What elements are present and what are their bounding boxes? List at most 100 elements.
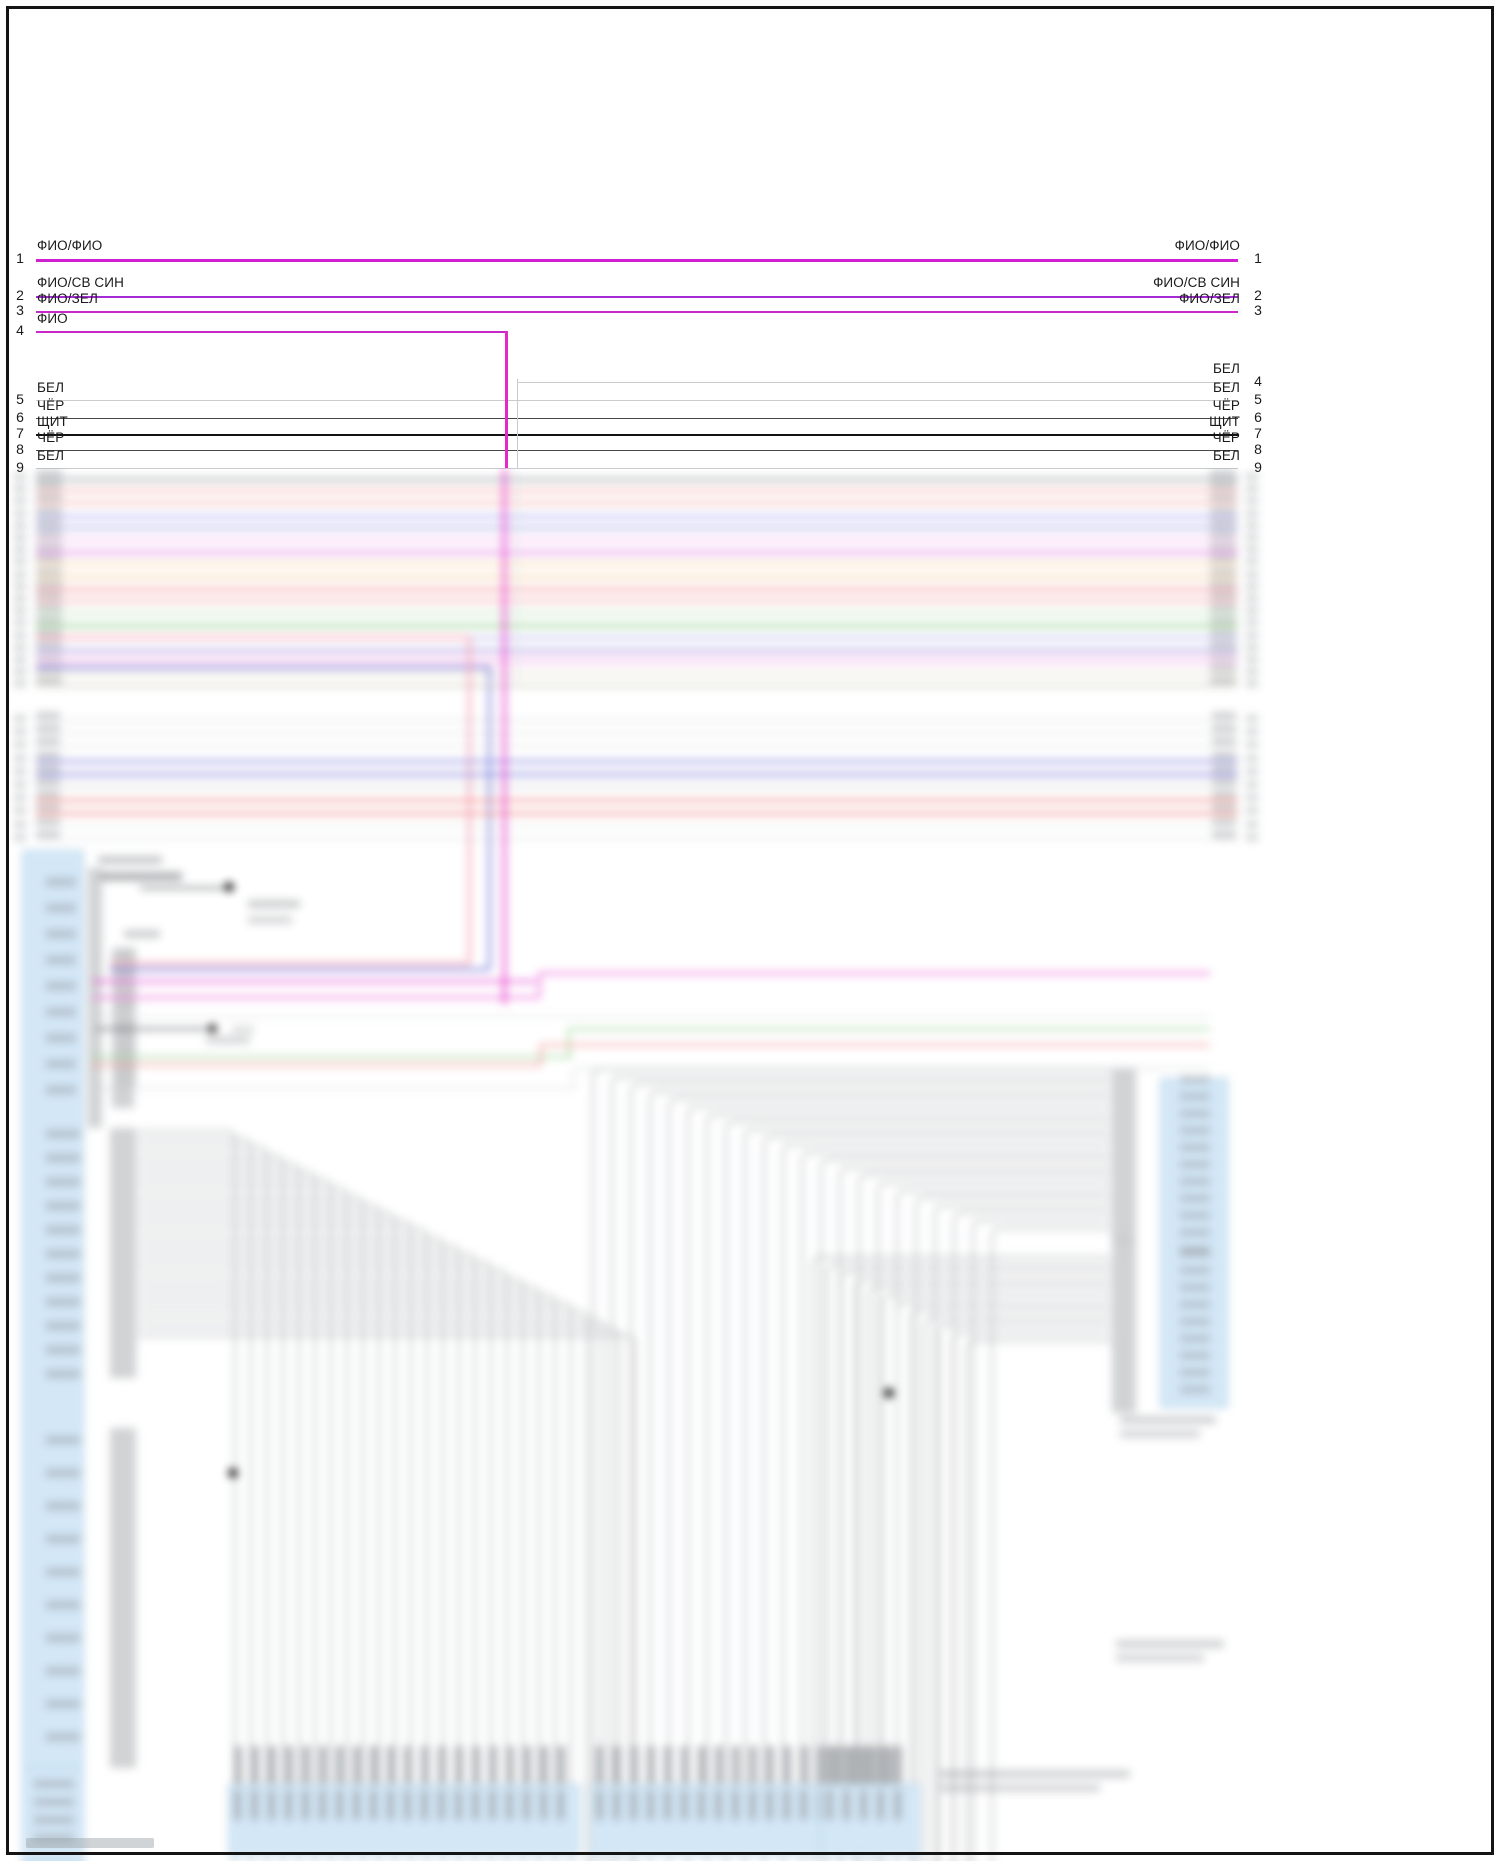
bundle-mid-label-left-0 xyxy=(36,712,60,719)
wire-label-right-8: ЧЁР xyxy=(1212,430,1240,445)
connector-group-3-inner-pin-3 xyxy=(877,1790,884,1820)
connector-group-1-inner-pin-2 xyxy=(268,1790,275,1820)
module-right-pin-label-b-4 xyxy=(1180,1318,1210,1325)
bundle-upper-label-left-8 xyxy=(36,567,62,575)
ground-node-dot-2 xyxy=(208,1024,217,1033)
bundle-upper-label-left-13 xyxy=(36,628,62,636)
module-left-pin-label-b-2 xyxy=(46,1178,80,1186)
bundle-upper-pin-left-2 xyxy=(14,497,26,505)
bundle-upper-label-right-6 xyxy=(1210,543,1236,551)
blurred-canvas xyxy=(0,468,1500,1861)
connector-group-2-pin-8 xyxy=(732,1746,740,1784)
pin-number-left-9: 9 xyxy=(16,459,24,475)
pin-number-right-4: 4 xyxy=(1254,373,1262,389)
loop-blue-down-2 xyxy=(488,946,491,968)
module-left-tail xyxy=(22,1768,84,1861)
bottom-note-a xyxy=(940,1770,1130,1778)
bundle-mid-pin-right-6 xyxy=(1246,794,1258,802)
wire-9 xyxy=(36,468,1238,469)
module-left-pin-label-c-9 xyxy=(46,1733,80,1741)
pin-number-right-3: 3 xyxy=(1254,302,1262,318)
connector-group-3-pin-4 xyxy=(894,1746,902,1784)
bundle-upper-pin-right-3 xyxy=(1246,509,1258,517)
bundle-upper-pin-left-1 xyxy=(14,485,26,493)
connector-group-2-pin-9 xyxy=(749,1746,757,1784)
bundle-upper-wire-14 xyxy=(36,648,1238,651)
wire-label-left-3: ФИО/ЗЕЛ xyxy=(37,291,98,306)
bundle-upper-label-left-15 xyxy=(36,653,62,660)
route-gray-riser xyxy=(573,1068,574,1090)
bundle-upper-wire-4 xyxy=(36,526,1238,529)
module-left-pin-label-b-3 xyxy=(46,1202,80,1210)
wire-label-left-5: БЕЛ xyxy=(37,380,65,395)
bundle-upper-label-right-11 xyxy=(1210,604,1236,612)
bundle-upper-label-right-12 xyxy=(1210,616,1236,624)
bundle-upper-pin-left-16 xyxy=(14,668,26,676)
route-bundle-left-10 xyxy=(136,1212,396,1861)
connector-group-1-inner-pin-1 xyxy=(251,1790,258,1820)
wire-label-left-6: ЧЁР xyxy=(37,398,65,413)
module-right-pin-label-a-3 xyxy=(1180,1127,1210,1134)
route-bundle-right-b-11 xyxy=(966,1339,1112,1861)
route-bundle-right-b-6 xyxy=(896,1301,1112,1861)
route-bundle-left-24 xyxy=(136,1326,620,1861)
bundle-mid-pin-left-4 xyxy=(14,767,26,775)
route-bundle-left-9 xyxy=(136,1203,380,1861)
connector-group-2-inner-pin-12 xyxy=(800,1790,807,1820)
bundle-upper-wire-13 xyxy=(36,636,1238,639)
bundle-upper-label-left-0 xyxy=(36,470,62,477)
module-right-pin-label-b-3 xyxy=(1180,1301,1210,1308)
connector-group-3-pin-2 xyxy=(860,1746,868,1784)
connector-group-2-pin-14 xyxy=(834,1746,842,1784)
pin-number-right-1: 1 xyxy=(1254,250,1262,266)
bundle-upper-label-left-7 xyxy=(36,555,62,563)
connector-group-1-pin-14 xyxy=(472,1746,480,1784)
route-bundle-left-3 xyxy=(136,1154,284,1861)
wire-3 xyxy=(36,311,1238,313)
wire-label-right-7: ЩИТ xyxy=(1209,414,1240,429)
bundle-upper-wire-5 xyxy=(36,539,1238,541)
bundle-upper-wire-8 xyxy=(36,575,1238,578)
connector-group-2-inner-pin-3 xyxy=(647,1790,654,1820)
wire-vertical-drop-gray xyxy=(517,379,518,468)
bundle-upper-wire-9 xyxy=(36,587,1238,591)
detail-note-b xyxy=(248,916,292,924)
module-left-pin-label-a-7 xyxy=(46,1060,76,1068)
connector-group-2-pin-7 xyxy=(715,1746,723,1784)
bundle-upper-label-left-5 xyxy=(36,531,62,538)
connector-group-1-inner-pin-19 xyxy=(557,1790,564,1820)
module-left-pin-label-a-2 xyxy=(46,930,76,938)
bundle-upper-label-right-9 xyxy=(1210,579,1236,587)
bundle-mid-wire-8 xyxy=(36,825,1238,827)
module-left-connector-c xyxy=(110,1128,136,1378)
connector-group-3-inner-pin-0 xyxy=(826,1790,833,1820)
junction-dot-left xyxy=(228,1468,238,1478)
connector-group-1-pin-6 xyxy=(336,1746,344,1784)
connector-group-2-pin-2 xyxy=(630,1746,638,1784)
route-bundle-left-23 xyxy=(136,1318,604,1861)
connector-group-1-pin-18 xyxy=(540,1746,548,1784)
route-bundle-left-2 xyxy=(136,1146,268,1861)
bundle-upper-pin-left-7 xyxy=(14,558,26,566)
bundle-upper-label-right-1 xyxy=(1210,482,1236,490)
pin-number-right-9: 9 xyxy=(1254,459,1262,475)
route-bundle-right-3 xyxy=(649,1090,1112,1861)
bundle-mid-pin-left-8 xyxy=(14,820,26,828)
bundle-upper-label-left-12 xyxy=(36,616,62,624)
bundle-mid-pin-left-6 xyxy=(14,794,26,802)
connector-group-2-inner-pin-5 xyxy=(681,1790,688,1820)
route-bundle-right-8 xyxy=(744,1128,1112,1861)
bundle-upper-wire-17 xyxy=(36,685,1238,688)
connector-group-2-inner-pin-7 xyxy=(715,1790,722,1820)
module-left-pin-label-a-3 xyxy=(46,956,76,964)
connector-group-2-pin-3 xyxy=(647,1746,655,1784)
bundle-upper-pin-right-9 xyxy=(1246,582,1258,590)
module-right-connector-b xyxy=(1112,1238,1136,1413)
bundle-upper-pin-right-4 xyxy=(1246,521,1258,529)
bundle-mid-label-right-5 xyxy=(1212,778,1236,785)
route-bundle-left-5 xyxy=(136,1171,316,1861)
connector-group-1-pin-2 xyxy=(268,1746,276,1784)
bundle-upper-label-right-14 xyxy=(1210,640,1236,648)
module-right-pin-label-b-1 xyxy=(1180,1267,1210,1274)
connector-group-1-inner-pin-5 xyxy=(319,1790,326,1820)
